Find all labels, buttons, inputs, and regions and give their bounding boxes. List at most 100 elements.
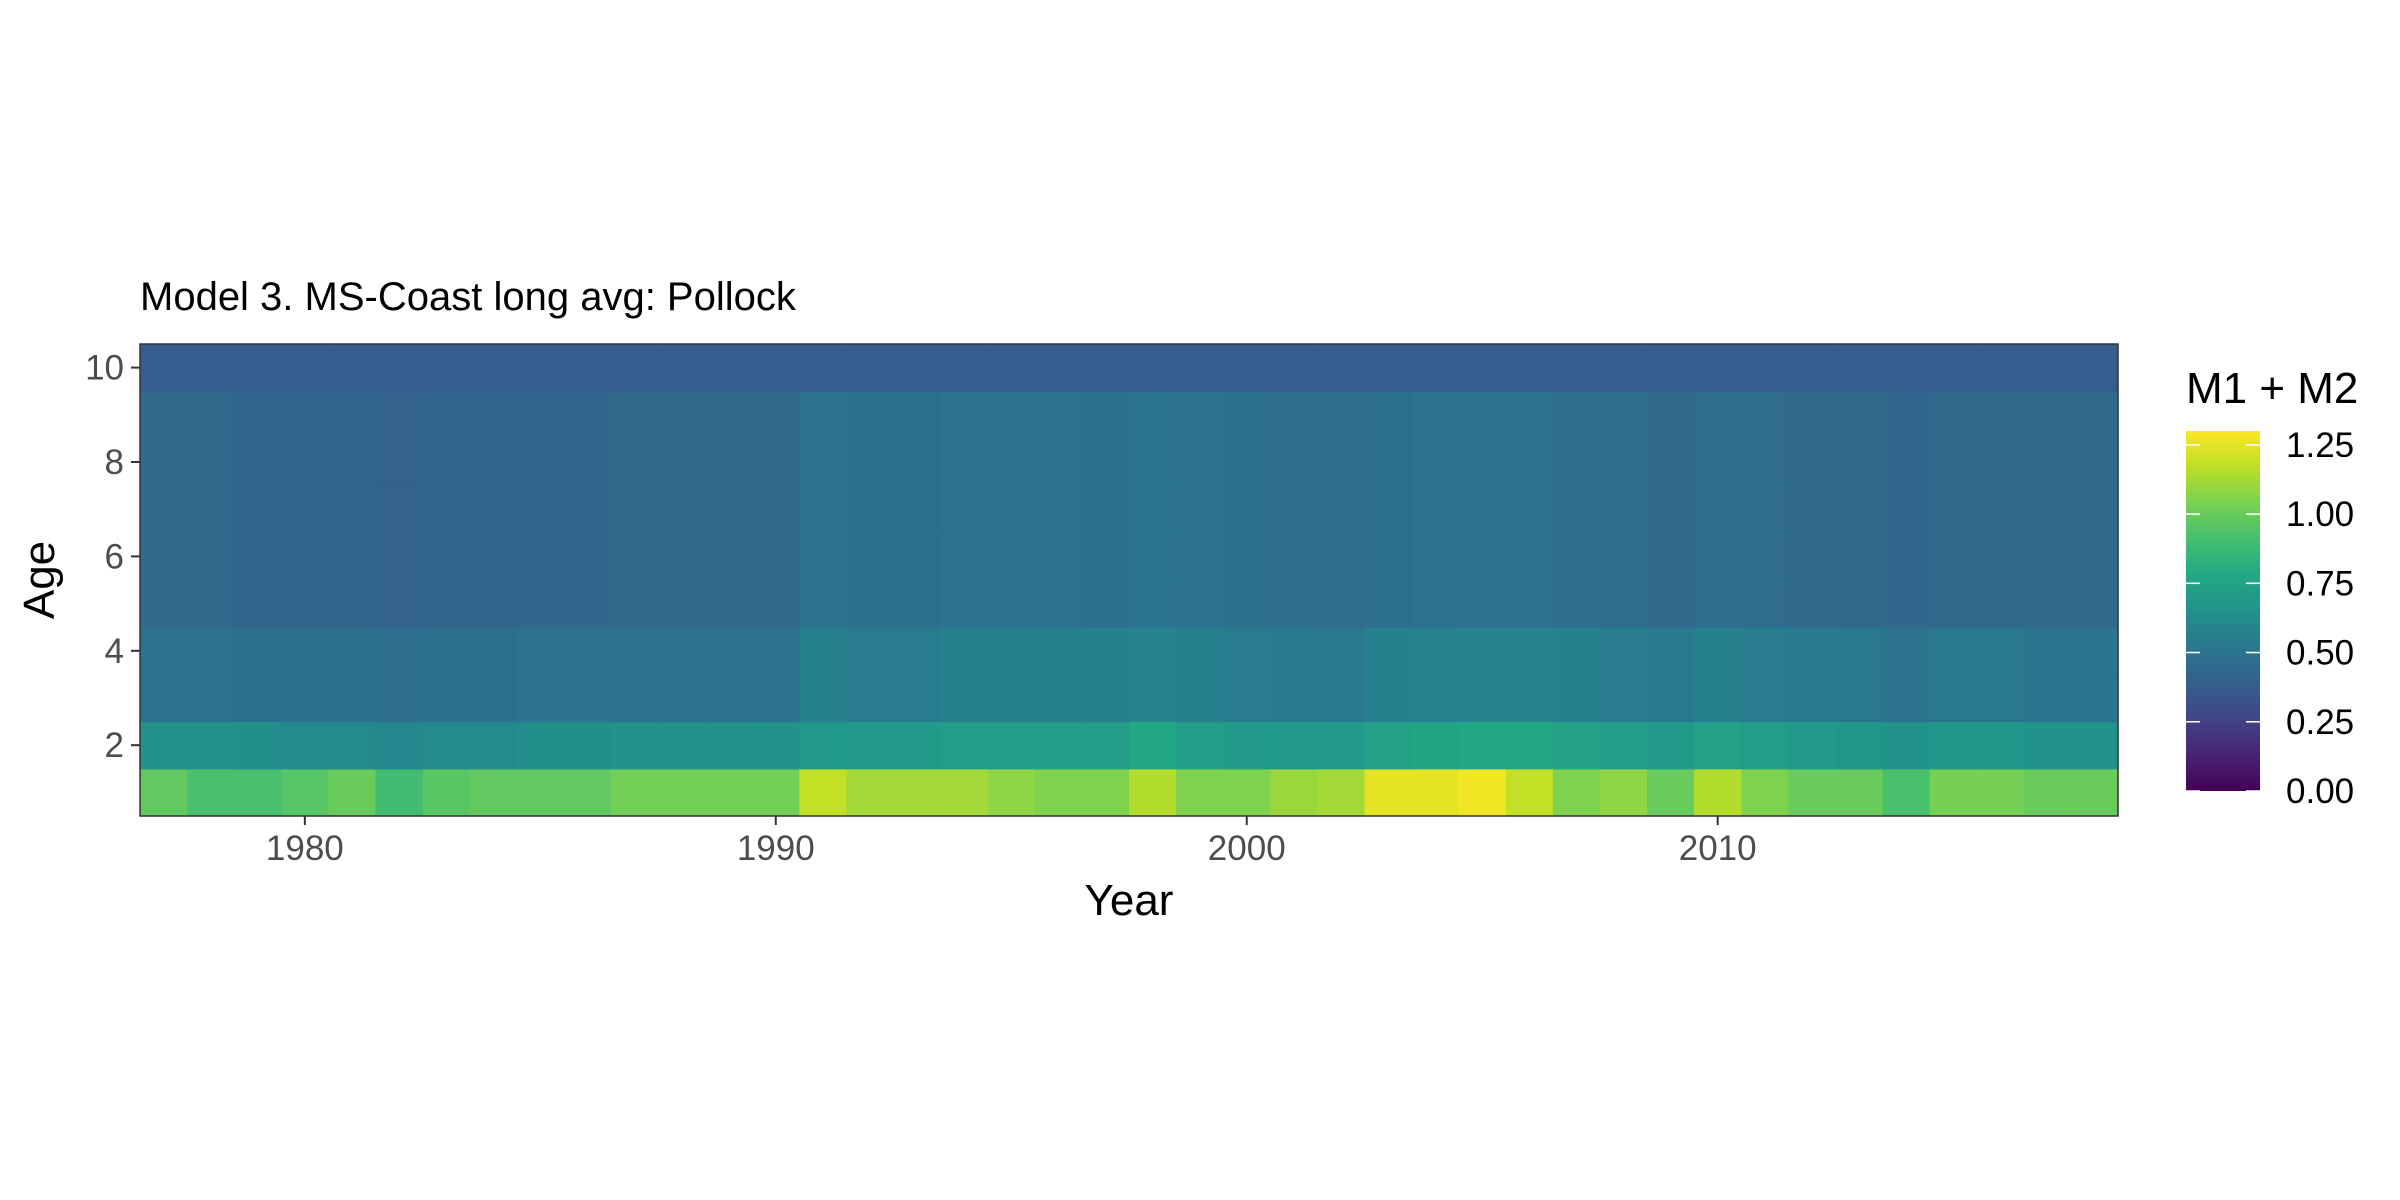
heatmap-cell bbox=[328, 674, 377, 723]
heatmap-cell bbox=[328, 391, 377, 439]
heatmap-cell bbox=[846, 532, 895, 581]
heatmap-cell bbox=[1647, 721, 1695, 770]
heatmap-cell bbox=[610, 627, 659, 675]
heatmap-cell bbox=[1458, 721, 1507, 770]
x-tick-label: 1980 bbox=[266, 829, 344, 868]
heatmap-cell bbox=[1788, 627, 1837, 675]
heatmap-cell bbox=[940, 674, 989, 723]
heatmap-cell bbox=[1976, 721, 2025, 770]
heatmap-cell bbox=[1411, 768, 1460, 817]
heatmap-cell bbox=[1223, 391, 1271, 439]
heatmap-cell bbox=[516, 391, 565, 439]
heatmap-cell bbox=[987, 438, 1036, 487]
heatmap-cell bbox=[940, 344, 989, 392]
heatmap-cell bbox=[752, 580, 800, 628]
heatmap-cell bbox=[1317, 674, 1366, 723]
heatmap-cell bbox=[1835, 580, 1884, 628]
heatmap-cell bbox=[1552, 485, 1601, 534]
heatmap-cell bbox=[1129, 438, 1177, 487]
heatmap-cell bbox=[2023, 768, 2072, 817]
heatmap-cell bbox=[469, 391, 518, 439]
heatmap-cell bbox=[422, 627, 471, 675]
heatmap-cell bbox=[893, 485, 942, 534]
heatmap-cell bbox=[187, 344, 235, 392]
heatmap-cell bbox=[1129, 580, 1177, 628]
heatmap-cell bbox=[234, 627, 282, 675]
heatmap-cell bbox=[516, 532, 565, 581]
heatmap-cell bbox=[1505, 438, 1554, 487]
heatmap-cell bbox=[1129, 674, 1177, 723]
heatmap-cell bbox=[1599, 721, 1648, 770]
heatmap-cell bbox=[1647, 580, 1695, 628]
heatmap-cell bbox=[516, 344, 565, 392]
heatmap-cell bbox=[469, 438, 518, 487]
heatmap-cell bbox=[1129, 485, 1177, 534]
heatmap-cell bbox=[2070, 674, 2119, 723]
heatmap-cell bbox=[1929, 768, 1978, 817]
heatmap-cell bbox=[1317, 438, 1366, 487]
heatmap-cell bbox=[1034, 580, 1083, 628]
heatmap-cell bbox=[1741, 438, 1789, 487]
heatmap-cell bbox=[1741, 674, 1789, 723]
heatmap-cell bbox=[328, 485, 377, 534]
heatmap-cell bbox=[140, 344, 188, 392]
heatmap-cell bbox=[1741, 768, 1789, 817]
heatmap-cell bbox=[1835, 438, 1884, 487]
heatmap-cell bbox=[1458, 438, 1507, 487]
heatmap-cell bbox=[1929, 721, 1978, 770]
heatmap-cell bbox=[1505, 485, 1554, 534]
heatmap-cell bbox=[1788, 768, 1837, 817]
heatmap-cell bbox=[1599, 580, 1648, 628]
heatmap-cell bbox=[516, 674, 565, 723]
legend-title: M1 + M2 bbox=[2186, 364, 2358, 413]
heatmap-cell bbox=[799, 438, 848, 487]
heatmap-cell bbox=[610, 674, 659, 723]
heatmap-cell bbox=[658, 438, 706, 487]
heatmap-cell bbox=[281, 627, 329, 675]
heatmap-cell bbox=[2023, 485, 2072, 534]
heatmap-cell bbox=[469, 580, 518, 628]
heatmap-cell bbox=[2070, 344, 2119, 392]
heatmap-cell bbox=[705, 391, 753, 439]
heatmap-cell bbox=[1741, 344, 1789, 392]
heatmap-cell bbox=[1552, 580, 1601, 628]
heatmap-cell bbox=[281, 344, 329, 392]
heatmap-cell bbox=[1647, 344, 1695, 392]
heatmap-cell bbox=[752, 532, 800, 581]
heatmap-cell bbox=[1081, 532, 1130, 581]
heatmap-cell bbox=[1976, 627, 2025, 675]
heatmap-cell bbox=[281, 438, 329, 487]
heatmap-cell bbox=[234, 674, 282, 723]
heatmap-cell bbox=[1505, 344, 1554, 392]
heatmap-cell bbox=[1176, 768, 1224, 817]
heatmap-cell bbox=[281, 580, 329, 628]
heatmap-cell bbox=[940, 391, 989, 439]
heatmap-cell bbox=[1081, 721, 1130, 770]
heatmap-cell bbox=[1647, 627, 1695, 675]
heatmap-cell bbox=[469, 532, 518, 581]
heatmap-cell bbox=[1364, 768, 1413, 817]
heatmap-cell bbox=[940, 721, 989, 770]
heatmap-cell bbox=[1034, 344, 1083, 392]
heatmap-cell bbox=[610, 532, 659, 581]
heatmap-cell bbox=[469, 344, 518, 392]
heatmap-cell bbox=[1270, 532, 1318, 581]
heatmap-cell bbox=[328, 438, 377, 487]
heatmap-cell bbox=[234, 391, 282, 439]
heatmap-cell bbox=[1223, 674, 1271, 723]
heatmap-cell bbox=[563, 627, 612, 675]
heatmap-cell bbox=[140, 532, 188, 581]
heatmap-cell bbox=[1505, 580, 1554, 628]
heatmap-cell bbox=[1552, 674, 1601, 723]
heatmap-cell bbox=[940, 768, 989, 817]
heatmap-cell bbox=[1270, 438, 1318, 487]
heatmap-cell bbox=[422, 391, 471, 439]
heatmap-cell bbox=[2070, 438, 2119, 487]
heatmap-cell bbox=[1129, 721, 1177, 770]
heatmap-cell bbox=[1223, 627, 1271, 675]
heatmap-cell bbox=[1458, 485, 1507, 534]
heatmap-cell bbox=[1788, 438, 1837, 487]
heatmap-cell bbox=[987, 532, 1036, 581]
heatmap-cell bbox=[705, 674, 753, 723]
heatmap-cell bbox=[2023, 391, 2072, 439]
